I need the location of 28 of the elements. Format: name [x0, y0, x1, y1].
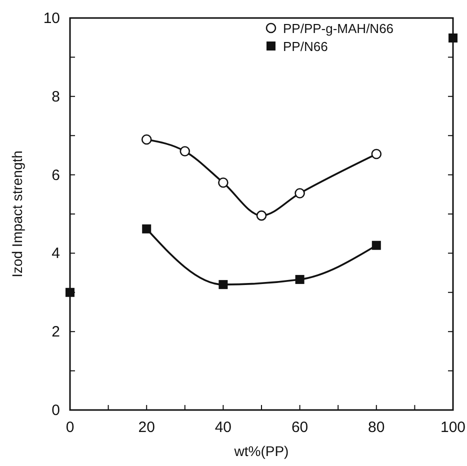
point — [371, 148, 382, 160]
x-tick-label: 40 — [214, 419, 232, 436]
point — [218, 177, 228, 188]
point — [372, 240, 381, 250]
x-tick-label: 100 — [440, 419, 466, 436]
point — [218, 280, 228, 290]
legend-label: PP/N66 — [283, 39, 328, 54]
x-tick-label: 0 — [66, 419, 74, 436]
point — [448, 33, 458, 42]
y-tick-label: 10 — [43, 10, 60, 27]
y-tick-label: 6 — [52, 166, 60, 184]
point — [256, 210, 267, 221]
y-tick-label: 4 — [52, 245, 60, 262]
point — [66, 288, 74, 297]
legend-label: PP/PP-g-MAH/N66 — [283, 21, 394, 36]
x-axis-title: wt%(PP) — [233, 443, 289, 459]
y-tick-label: 0 — [52, 402, 60, 419]
y-tick-label: 2 — [52, 324, 60, 341]
x-tick-label: 60 — [291, 419, 308, 436]
point — [142, 224, 152, 234]
x-tick-label: 80 — [368, 419, 385, 436]
y-tick-label: 8 — [52, 88, 60, 106]
point — [180, 146, 190, 156]
y-axis-title: Izod Impact strength — [9, 150, 25, 278]
x-tick-label: 20 — [138, 419, 155, 436]
point — [141, 134, 152, 145]
point — [295, 274, 304, 284]
point — [294, 188, 305, 198]
